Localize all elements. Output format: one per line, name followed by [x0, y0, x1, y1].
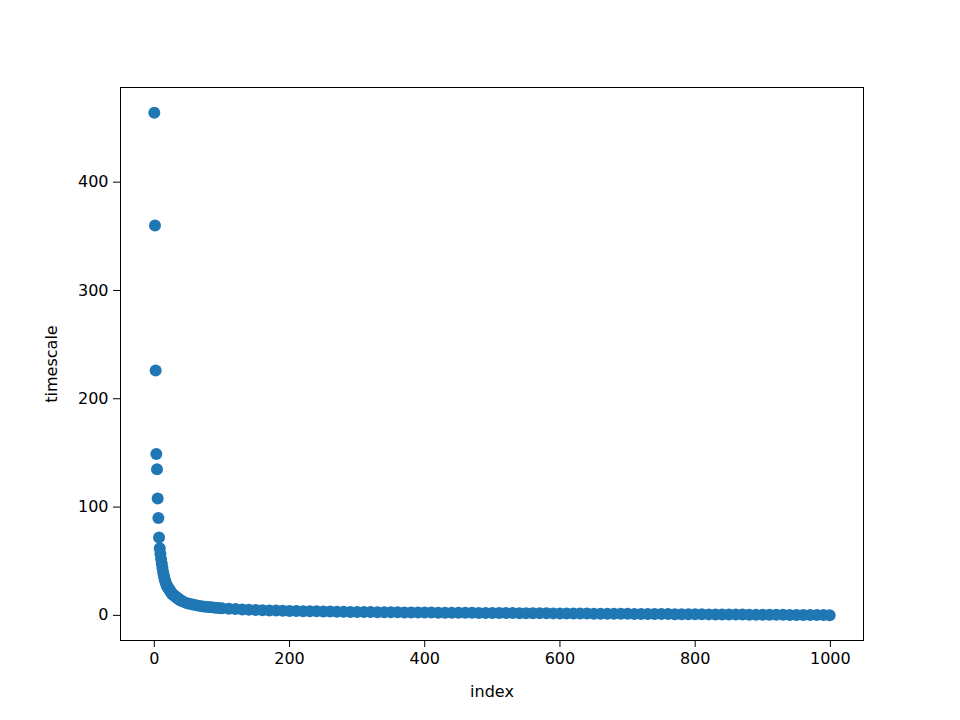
svg-text:400: 400: [78, 172, 109, 191]
svg-text:400: 400: [409, 649, 440, 668]
svg-text:100: 100: [78, 497, 109, 516]
svg-text:600: 600: [545, 649, 576, 668]
svg-text:index: index: [470, 682, 514, 701]
svg-text:0: 0: [98, 605, 108, 624]
svg-text:0: 0: [149, 649, 159, 668]
svg-text:1000: 1000: [810, 649, 851, 668]
svg-text:800: 800: [680, 649, 711, 668]
svg-text:300: 300: [78, 281, 109, 300]
svg-text:200: 200: [274, 649, 305, 668]
svg-text:200: 200: [78, 389, 109, 408]
svg-text:timescale: timescale: [42, 325, 61, 402]
